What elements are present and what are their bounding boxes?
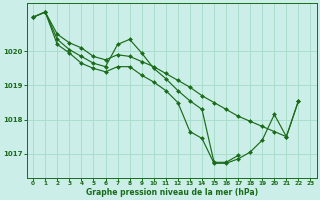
X-axis label: Graphe pression niveau de la mer (hPa): Graphe pression niveau de la mer (hPa) xyxy=(86,188,258,197)
